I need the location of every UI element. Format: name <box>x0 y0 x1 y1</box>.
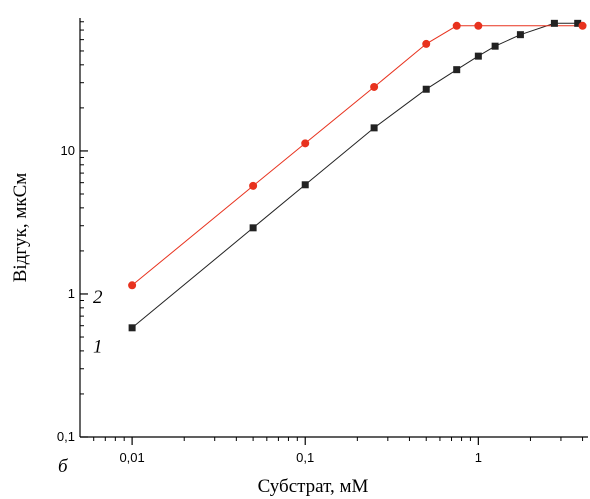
series-markers <box>128 19 587 332</box>
series-1-point <box>128 324 136 332</box>
x-tick-label: 0,01 <box>119 450 144 465</box>
series-2-label: 2 <box>93 287 103 308</box>
y-tick-label: 1 <box>68 286 75 301</box>
series-1-point <box>301 181 309 189</box>
series-1-point <box>422 85 430 93</box>
series-1-point <box>370 124 378 132</box>
y-axis-label: Відгук, мкСм <box>10 173 31 283</box>
series-1-point <box>550 19 558 27</box>
labels: Відгук, мкСм Субстрат, мМ б 1 2 <box>10 173 369 497</box>
series-2-point <box>474 21 483 30</box>
y-tick-label: 0,1 <box>57 429 75 444</box>
series-1-point <box>516 31 524 39</box>
series-1-line <box>131 22 578 329</box>
series-2-point <box>578 21 587 30</box>
series-2-point <box>301 139 310 148</box>
series-2-point <box>422 39 431 48</box>
series-2-point <box>128 281 137 290</box>
x-axis-label: Субстрат, мМ <box>258 476 369 497</box>
series-1-point <box>491 42 499 50</box>
y-tick-label: 10 <box>61 143 75 158</box>
series-2-point <box>370 82 379 91</box>
axes <box>79 18 588 438</box>
series-1-point <box>474 52 482 60</box>
panel-label: б <box>58 456 69 477</box>
x-tick-label: 1 <box>475 450 482 465</box>
series-1-point <box>574 19 582 27</box>
ticks: 0,1 1 10 0,01 0,1 1 <box>57 21 584 465</box>
series-1-point <box>453 66 461 74</box>
series-2-point <box>249 181 258 190</box>
series-1-point <box>249 224 257 232</box>
series-1-label: 1 <box>93 336 103 357</box>
x-tick-label: 0,1 <box>296 450 314 465</box>
series-2-point <box>452 21 461 30</box>
series-lines <box>131 22 583 329</box>
series-2-line <box>131 25 583 286</box>
